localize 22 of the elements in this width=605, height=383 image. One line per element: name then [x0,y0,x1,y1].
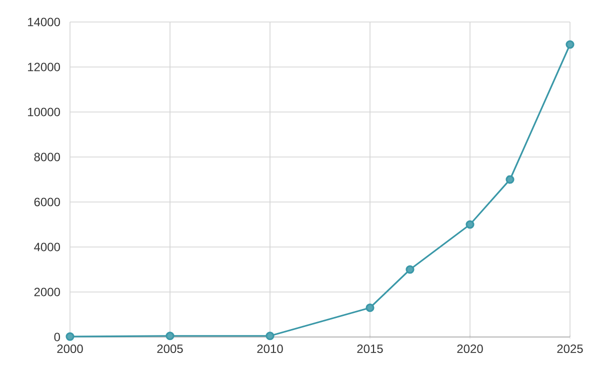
x-tick-label: 2010 [257,344,283,354]
x-tick-label: 2000 [57,344,83,354]
point [166,332,174,340]
y-tick-label: 8000 [34,152,60,162]
point [506,175,514,184]
point [266,332,274,340]
point [66,332,74,341]
x-tick-label: 2020 [457,344,483,354]
x-tick-label: 2025 [557,344,583,354]
y-tick-label: 0 [54,332,60,342]
y-tick-label: 6000 [34,198,60,206]
x-tick-label: 2005 [157,344,183,354]
point [566,40,574,49]
x-tick-label: 2015 [357,344,383,354]
y-tick-label: 4000 [34,242,60,252]
point [406,265,414,274]
point [366,303,374,312]
y-tick-label: 2000 [34,288,60,296]
y-tick-label: 14000 [28,18,60,26]
y-tick-label: 10000 [28,108,60,116]
point [466,220,474,229]
y-tick-label: 12000 [28,62,60,72]
